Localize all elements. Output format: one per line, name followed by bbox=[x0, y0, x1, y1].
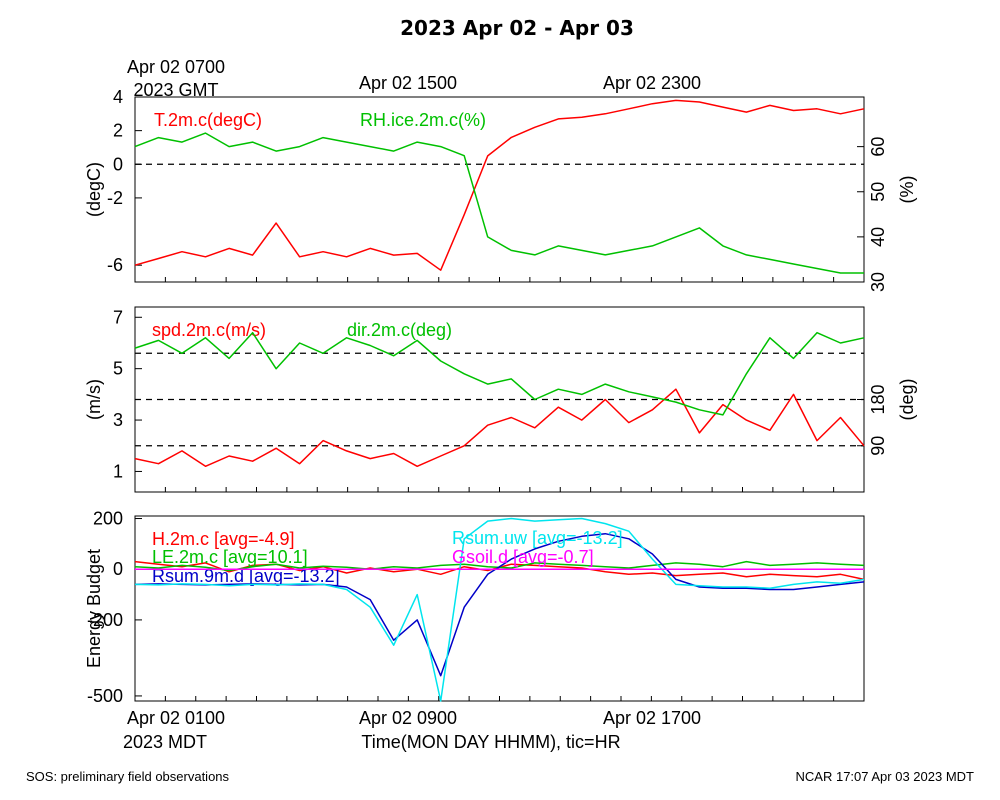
gmt-year-label: 2023 GMT bbox=[133, 80, 218, 100]
series-line bbox=[134, 99, 865, 271]
series-label: spd.2m.c(m/s) bbox=[152, 320, 266, 340]
y-right-tick-label: 60 bbox=[868, 137, 888, 157]
series-line bbox=[134, 517, 865, 702]
y-tick-label: -500 bbox=[87, 686, 123, 706]
x-axis-title: Time(MON DAY HHMM), tic=HR bbox=[361, 732, 620, 752]
y-right-tick-label: 30 bbox=[868, 272, 888, 292]
y-tick-label: 5 bbox=[113, 359, 123, 379]
series-label: T.2m.c(degC) bbox=[154, 110, 262, 130]
chart-title: 2023 Apr 02 - Apr 03 bbox=[400, 16, 634, 40]
y-right-tick-label: 50 bbox=[868, 182, 888, 202]
series-label: dir.2m.c(deg) bbox=[347, 320, 452, 340]
x-tick-label: Apr 02 0900 bbox=[359, 708, 457, 728]
gmt-tick-label: Apr 02 2300 bbox=[603, 73, 701, 93]
y-tick-label: 7 bbox=[113, 307, 123, 327]
y-tick-label: 2 bbox=[113, 121, 123, 141]
y-tick-label: -200 bbox=[87, 610, 123, 630]
series-line bbox=[134, 331, 865, 416]
y-axis-title-right: (%) bbox=[897, 176, 917, 204]
y-axis-title-right: (deg) bbox=[897, 378, 917, 420]
x-tick-label: Apr 02 0100 bbox=[127, 708, 225, 728]
footer-right-note: NCAR 17:07 Apr 03 2023 MDT bbox=[796, 769, 975, 784]
y-tick-label: -6 bbox=[107, 255, 123, 275]
y-tick-label: -2 bbox=[107, 188, 123, 208]
y-tick-label: 4 bbox=[113, 87, 123, 107]
y-axis-title: (degC) bbox=[84, 162, 104, 217]
y-tick-label: 200 bbox=[93, 509, 123, 529]
x-axis-year-label: 2023 MDT bbox=[123, 732, 207, 752]
y-tick-label: 1 bbox=[113, 461, 123, 481]
series-label: RH.ice.2m.c(%) bbox=[360, 110, 486, 130]
gmt-tick-label: Apr 02 1500 bbox=[359, 73, 457, 93]
series-label: H.2m.c [avg=-4.9] bbox=[152, 529, 295, 549]
gmt-tick-label: Apr 02 0700 bbox=[127, 57, 225, 77]
series-line bbox=[134, 132, 864, 274]
series-line bbox=[134, 388, 865, 468]
footer-left-note: SOS: preliminary field observations bbox=[26, 769, 230, 784]
y-tick-label: 3 bbox=[113, 410, 123, 430]
y-tick-label: 0 bbox=[113, 559, 123, 579]
series-label: Rsum.9m.d [avg=-13.2] bbox=[152, 566, 340, 586]
y-right-tick-label: 180 bbox=[868, 384, 888, 414]
y-axis-title: Energy Budget bbox=[84, 549, 104, 668]
x-tick-label: Apr 02 1700 bbox=[603, 708, 701, 728]
y-right-tick-label: 40 bbox=[868, 227, 888, 247]
series-label: LE.2m.c [avg=10.1] bbox=[152, 547, 308, 567]
y-axis-title: (m/s) bbox=[84, 379, 104, 420]
y-tick-label: 0 bbox=[113, 154, 123, 174]
y-right-tick-label: 90 bbox=[868, 436, 888, 456]
series-label: Rsum.uw [avg=-13.2] bbox=[452, 528, 623, 548]
series-label: Gsoil.d [avg=-0.7] bbox=[452, 547, 594, 567]
